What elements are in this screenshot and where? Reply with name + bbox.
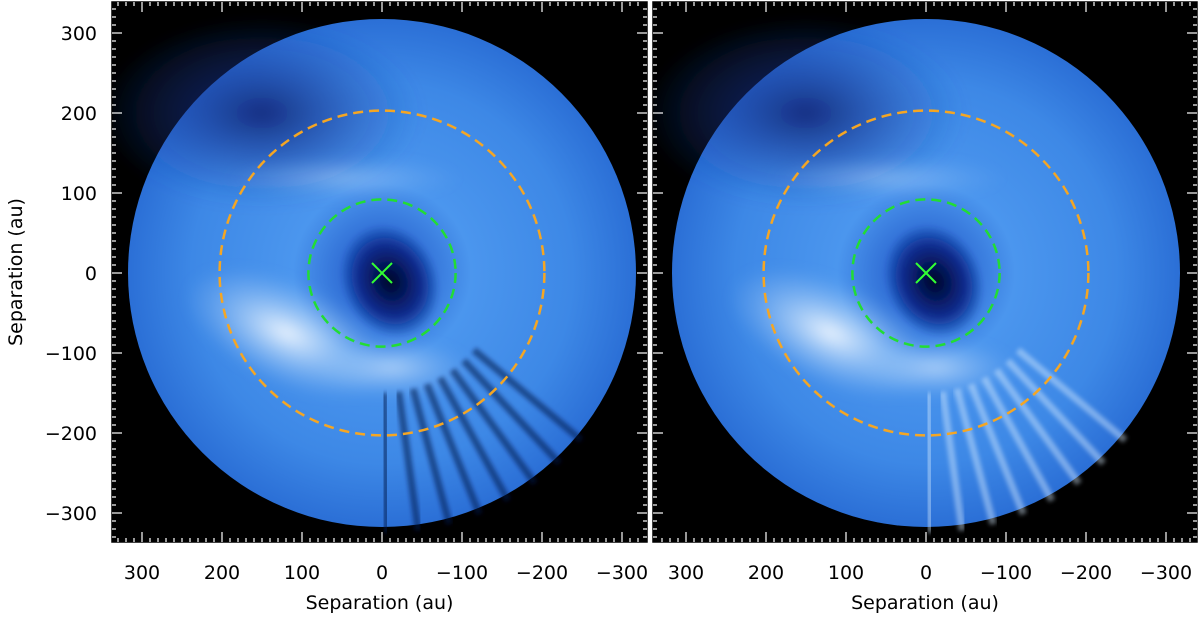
x-tick-label: 0 xyxy=(920,562,932,584)
x-marker-icon xyxy=(915,262,937,284)
minor-ticks xyxy=(112,2,647,542)
x-axis-label: Separation (au) xyxy=(851,592,999,614)
minor-ticks xyxy=(653,2,1197,542)
x-tick-label: −100 xyxy=(980,562,1032,584)
x-tick-label: −200 xyxy=(1060,562,1112,584)
x-tick-label: −300 xyxy=(596,562,648,584)
inner-ring xyxy=(307,198,457,348)
x-tick-label: 300 xyxy=(668,562,704,584)
radial-streaks xyxy=(380,347,584,534)
y-tick-label: 0 xyxy=(85,263,97,285)
x-marker-icon xyxy=(371,262,393,284)
y-tick-label: 200 xyxy=(61,103,97,125)
x-tick-label: −100 xyxy=(436,562,488,584)
outer-ring xyxy=(762,109,1090,437)
x-tick-label: 200 xyxy=(748,562,784,584)
y-tick-label: 100 xyxy=(61,183,97,205)
panel-right: 300 200 100 0 −100 −200 −300 Separation (au) xyxy=(652,1,1198,614)
outer-ring xyxy=(218,109,546,437)
axes-frame xyxy=(111,1,648,543)
x-tick-label: 0 xyxy=(376,562,388,584)
bright-arc xyxy=(184,156,472,400)
y-axis-label: Separation (au) xyxy=(5,198,27,346)
inner-ring xyxy=(851,198,1001,348)
x-tick-label: 100 xyxy=(284,562,320,584)
y-tick-label: 300 xyxy=(61,23,97,45)
y-tick-label: −300 xyxy=(45,503,97,525)
x-axis-label: Separation (au) xyxy=(306,592,454,614)
x-tick-label: 200 xyxy=(204,562,240,584)
x-tick-label: 100 xyxy=(828,562,864,584)
radial-streaks xyxy=(924,347,1128,534)
x-tick-label: 300 xyxy=(124,562,160,584)
axes-frame xyxy=(652,1,1198,543)
y-tick-label: −200 xyxy=(45,423,97,445)
x-tick-label: −300 xyxy=(1140,562,1192,584)
panel-left: 300 200 100 0 −100 −200 −300 300 200 100 0 −100 −200… xyxy=(5,1,648,614)
y-tick-label: −100 xyxy=(45,343,97,365)
bright-arc xyxy=(728,156,1016,400)
x-tick-label: −200 xyxy=(516,562,568,584)
